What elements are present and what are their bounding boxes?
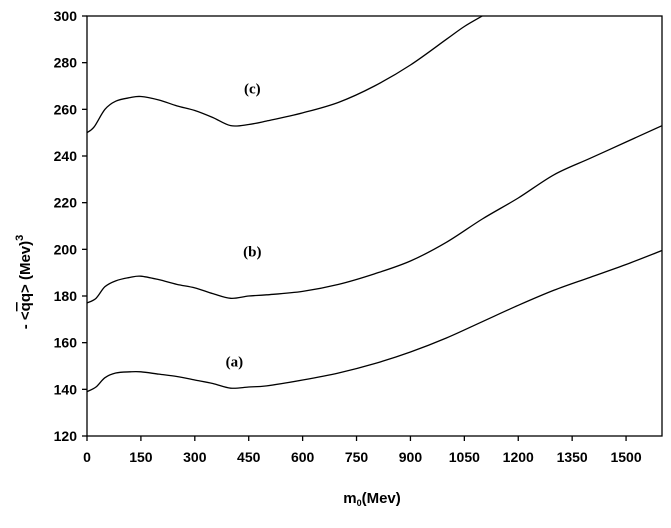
y-tick-label: 260 [54, 101, 78, 117]
series-label: (b) [243, 245, 261, 261]
y-tick-label: 140 [54, 381, 78, 397]
x-tick-label: 750 [345, 449, 369, 465]
x-tick-label: 300 [183, 449, 207, 465]
y-tick-label: 240 [54, 148, 78, 164]
series-line-0 [86, 249, 663, 393]
y-tick-label: 200 [54, 241, 78, 257]
y-tick-label: 160 [54, 335, 78, 351]
x-tick-label: 450 [237, 449, 261, 465]
x-tick-label: 600 [291, 449, 315, 465]
x-tick-label: 1200 [503, 449, 534, 465]
series-line-1 [86, 125, 663, 304]
y-tick-label: 120 [54, 428, 78, 444]
y-tick-label: 280 [54, 55, 78, 71]
y-tick-label: 220 [54, 195, 78, 211]
x-axis-title: m0(Mev) [343, 490, 401, 508]
series-line-2 [86, 15, 483, 134]
x-tick-label: 1350 [557, 449, 588, 465]
x-tick-label: 0 [83, 449, 91, 465]
x-tick-label: 1050 [449, 449, 480, 465]
x-tick-label: 900 [399, 449, 423, 465]
x-tick-label: 1500 [610, 449, 641, 465]
plot-area [86, 15, 663, 437]
y-axis: 120 140 160 180 200 220 240 260 280 300 [54, 8, 87, 444]
y-tick-label: 180 [54, 288, 78, 304]
q-bar: q [17, 302, 34, 311]
x-axis: 0 150 300 450 600 750 900 1050 1200 1350 1500 [83, 436, 642, 465]
series-label: (c) [244, 81, 261, 97]
y-tick-label: 300 [54, 8, 78, 24]
y-axis-title: - <qq> (Mev)3 [14, 235, 34, 330]
x-tick-label: 150 [129, 449, 153, 465]
series-labels: (a) (b) (c) [226, 81, 262, 370]
plot-frame [86, 15, 663, 437]
series-label: (a) [226, 354, 244, 370]
series-layer [86, 15, 663, 393]
